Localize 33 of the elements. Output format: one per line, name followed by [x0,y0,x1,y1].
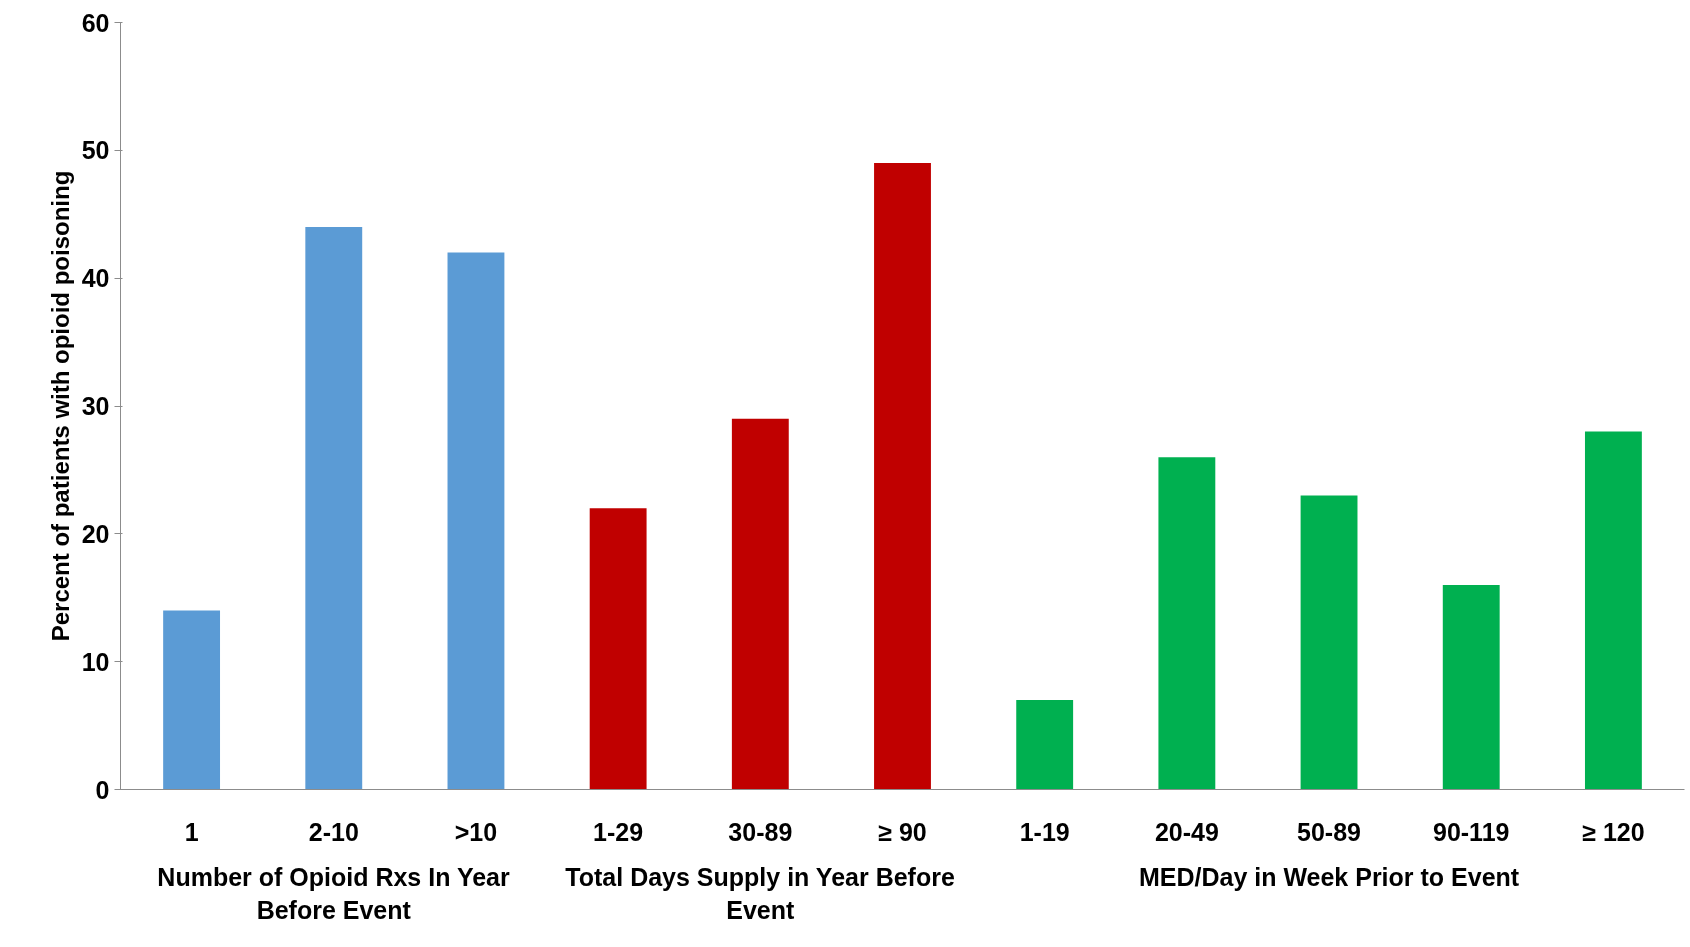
x-tick-label: >10 [454,817,498,846]
text: Number of Opioid Rxs In Year Before Event [157,862,511,925]
y-tick-label: 10 [81,647,110,676]
x-tick-label: 2-10 [308,817,359,846]
x-tick-label: 20-49 [1154,817,1219,846]
y-tick-label: 20 [81,519,110,548]
x-tick-label: 1-19 [1019,817,1070,846]
y-tick-label: 40 [81,264,110,293]
y-tick-label: 60 [81,8,110,37]
x-tick-label: 1 [184,817,199,846]
x-tick-label: 1-29 [593,817,644,846]
bar [1442,584,1500,790]
bar [1016,700,1074,790]
x-tick-label: 90-119 [1432,817,1510,846]
x-tick-label: 30-89 [728,817,793,846]
x-tick-label: ≥ 90 [878,817,927,846]
bar [163,610,221,790]
x-tick-label: ≥ 120 [1582,817,1645,846]
bar [1300,495,1358,790]
bar [589,508,647,790]
y-tick-label: 50 [81,136,110,165]
y-tick-label: 30 [81,392,110,420]
text: Total Days Supply in Year Before Event [565,862,955,925]
text: MED/Day in Week Prior to Event [1138,862,1520,891]
bar [447,252,505,790]
bar [1584,431,1642,790]
bar [874,163,931,790]
y-tick-label: 0 [95,775,110,804]
x-tick-label: 50-89 [1297,817,1362,846]
bar [731,418,789,790]
bar [1158,457,1216,790]
y-axis-title: Percent of patients with opioid poisoning [46,170,74,642]
bar [305,227,363,790]
